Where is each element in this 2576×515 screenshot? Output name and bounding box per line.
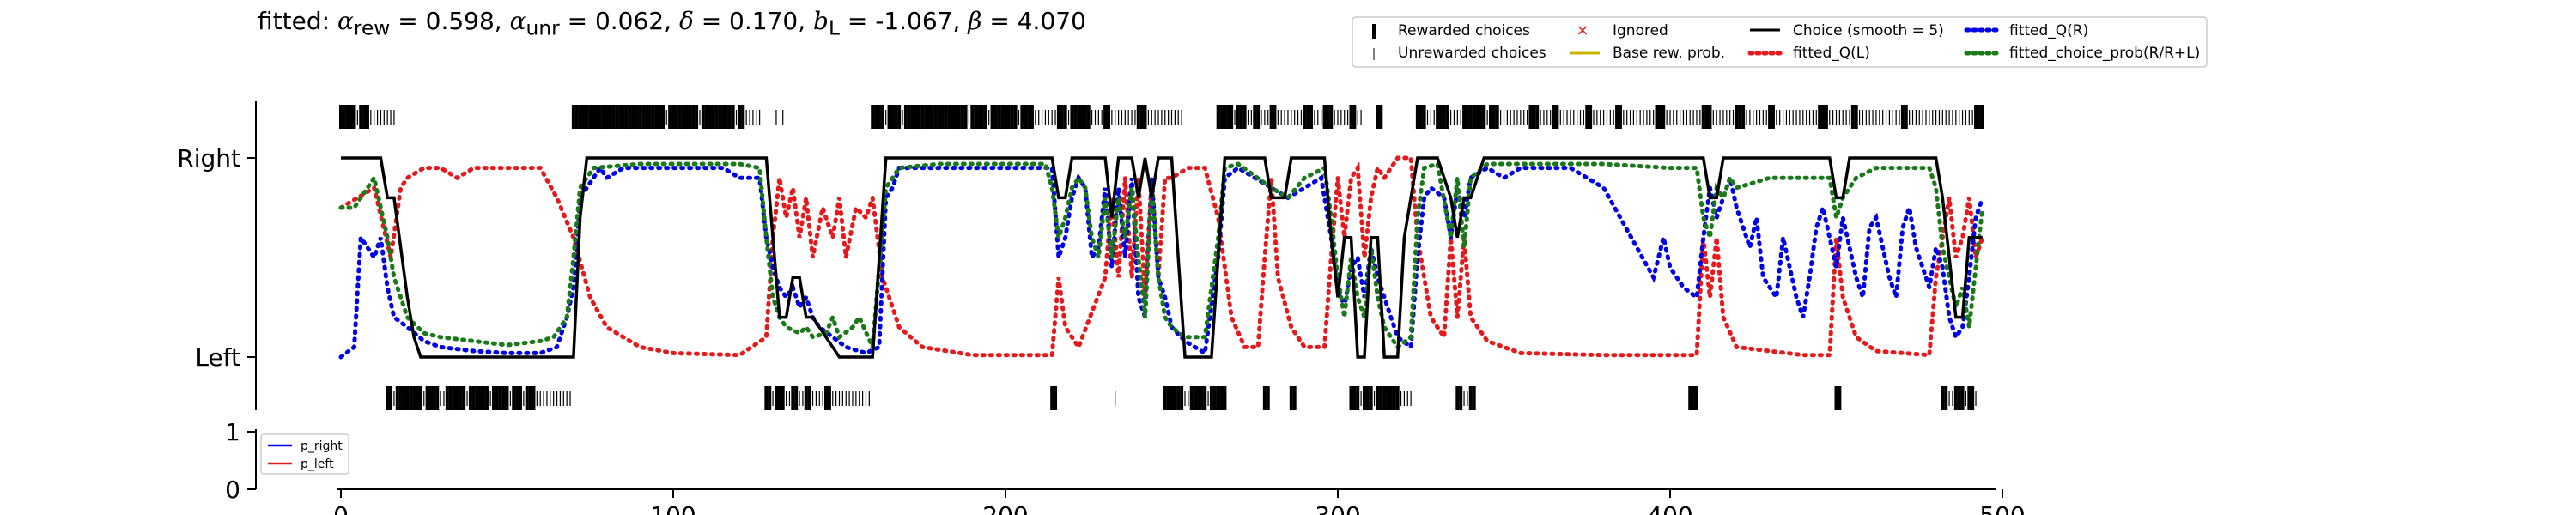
left-choice-ticks <box>386 386 1977 410</box>
xtick-label: 0 <box>333 501 349 515</box>
bottom-legend-pleft-label: p_left <box>301 457 334 471</box>
q-left-series <box>338 155 1985 358</box>
chart-title: fitted: αrew = 0.598, αunr = 0.062, δ = … <box>258 7 1086 40</box>
bottom-ytick-0-label: 0 <box>225 476 240 504</box>
legend-ignored-marker: × <box>1576 21 1589 39</box>
legend-unrewarded-label: Unrewarded choices <box>1398 45 1546 62</box>
legend-base-prob-label: Base rew. prob. <box>1613 45 1725 62</box>
legend-choice-label: Choice (smooth = 5) <box>1793 22 1944 39</box>
xtick-label: 200 <box>982 501 1028 515</box>
xtick-label: 500 <box>1979 501 2025 515</box>
choice-smooth-series <box>341 156 1983 359</box>
legend-ignored-label: Ignored <box>1613 22 1668 39</box>
xtick-label: 100 <box>650 501 696 515</box>
right-choice-ticks <box>339 105 1984 129</box>
legend: Rewarded choices × Ignored Choice (smoot… <box>1352 16 2208 68</box>
ytick-right-label: Right <box>177 144 240 173</box>
bottom-legend-pright-label: p_right <box>301 439 343 453</box>
main-axis: Right Left <box>177 101 1985 410</box>
legend-rewarded-label: Rewarded choices <box>1398 22 1530 39</box>
legend-qright-label: fitted_Q(R) <box>2009 22 2088 39</box>
bottom-ytick-1-label: 1 <box>225 418 240 446</box>
x-ticks: 0 100 200 300 400 500 <box>333 489 2026 515</box>
legend-qleft-label: fitted_Q(L) <box>1793 45 1870 62</box>
legend-choice-prob-label: fitted_choice_prob(R/R+L) <box>2009 45 2200 62</box>
xtick-label: 300 <box>1315 501 1360 515</box>
bottom-axis: 1 0 p_right p_left 0 100 200 300 400 500 <box>225 418 2026 515</box>
xtick-label: 400 <box>1647 501 1692 515</box>
ytick-left-label: Left <box>195 343 240 372</box>
choice-prob-series <box>338 161 1985 350</box>
